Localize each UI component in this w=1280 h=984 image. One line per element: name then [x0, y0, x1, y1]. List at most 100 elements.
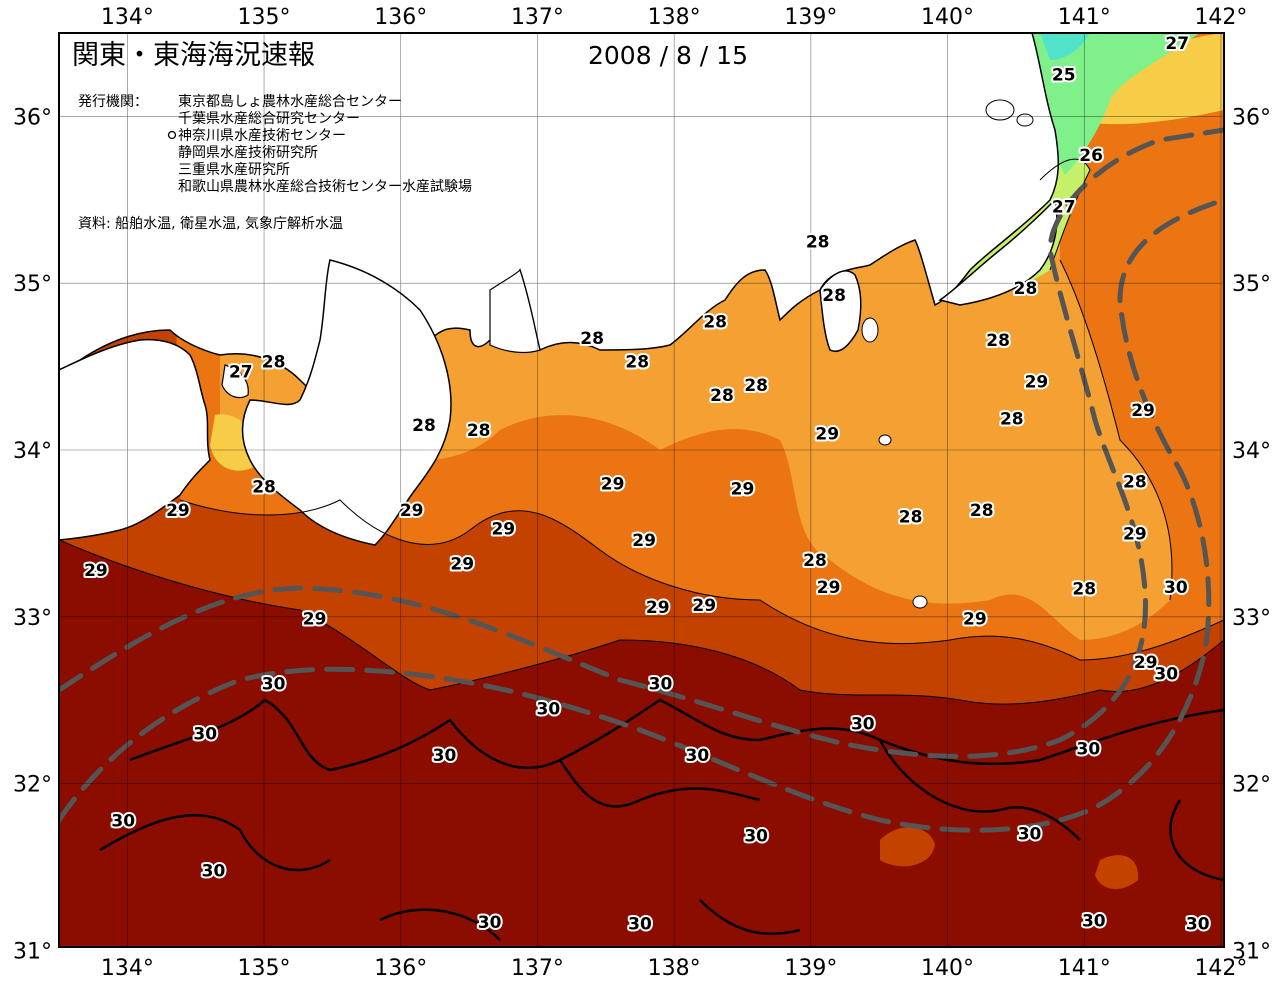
longitude-tick-label: 142°: [1194, 956, 1247, 980]
isotherm-label: 29: [601, 474, 625, 494]
isotherm-label: 28: [703, 313, 727, 333]
land-island: [1016, 113, 1034, 127]
isotherm-label: 28: [580, 329, 604, 349]
isotherm-label: 29: [1025, 373, 1049, 393]
isotherm-label: 29: [963, 609, 987, 629]
map-frame: [58, 32, 1225, 948]
isotherm-label: 28: [710, 386, 734, 406]
agency-item: 和歌山県農林水産総合技術センター水産試験場: [178, 179, 472, 195]
latitude-axis-left: 36° 35° 34° 33° 32° 31°: [13, 105, 52, 964]
isotherm-label: 27: [1165, 34, 1189, 54]
land-izu-peninsula: [819, 270, 862, 352]
isotherm-label: 29: [1134, 653, 1158, 673]
isotherm-label: 28: [744, 376, 768, 396]
latitude-tick-label: 32°: [1232, 773, 1271, 798]
isotherm-label: 28: [806, 233, 830, 253]
longitude-tick-label: 134°: [101, 5, 154, 30]
issuing-agency-marker-icon: [167, 130, 177, 140]
isotherm-label: 28: [899, 508, 923, 528]
longitude-tick-label: 140°: [921, 956, 974, 980]
isotherm-label: 29: [450, 554, 474, 574]
isotherm-label: 30: [262, 675, 286, 695]
isotherm-label: 30: [1082, 911, 1106, 931]
isotherm-label: 30: [649, 675, 673, 695]
isotherm-label: 30: [1154, 665, 1178, 685]
isotherm-label: 30: [193, 725, 217, 745]
land-kii-peninsula: [241, 259, 452, 546]
isotherm-label: 30: [1164, 578, 1188, 598]
land-oshima-island: [861, 317, 879, 343]
isotherm-label: 29: [815, 424, 839, 444]
longitude-tick-label: 135°: [238, 5, 291, 30]
isotherm-label: 28: [803, 551, 827, 571]
map-plot-area: [59, 33, 1224, 947]
sea-24c-area: [1030, 33, 1200, 175]
longitude-tick-label: 138°: [648, 5, 701, 30]
isotherm-label: 29: [400, 501, 424, 521]
isotherm-label: 29: [731, 479, 755, 499]
agency-item: 三重県水産研究所: [178, 162, 290, 178]
longitude-tick-label: 136°: [374, 5, 427, 30]
sea-29c-patch: [880, 827, 935, 867]
latitude-tick-label: 31°: [1232, 939, 1271, 964]
isotherm-label: 30: [744, 826, 768, 846]
map-date: 2008 / 8 / 15: [588, 41, 748, 70]
isotherm-label: 28: [467, 421, 491, 441]
agency-item: 神奈川県水産技術センター: [178, 128, 346, 144]
isotherm-label: 28: [412, 416, 436, 436]
isotherm-label: 28: [1072, 579, 1096, 599]
land-shikoku: [59, 338, 211, 541]
isotherm-label: 27: [1052, 197, 1076, 217]
isotherm-label: 30: [851, 715, 875, 735]
land-hachijo-island: [912, 595, 928, 609]
isotherm-label: 28: [625, 353, 649, 373]
latitude-tick-label: 34°: [1232, 439, 1271, 464]
isotherm-label: 30: [433, 746, 457, 766]
land-ise-bay-coast: [489, 268, 541, 354]
isotherm-label: 25: [1052, 66, 1076, 86]
isotherm-label: 27: [229, 363, 253, 383]
longitude-tick-label: 137°: [511, 956, 564, 980]
isotherm-label: 30: [478, 913, 502, 933]
longitude-tick-label: 136°: [374, 956, 427, 980]
latitude-tick-label: 31°: [13, 939, 52, 964]
isotherm-label: 28: [262, 353, 286, 373]
graticule: [59, 33, 1224, 947]
isotherm-label: 26: [1079, 146, 1103, 166]
isotherm-label: 30: [686, 746, 710, 766]
agencies-label: 発行機関：: [78, 94, 148, 110]
contour-labels: 27 25 26 27 27 28 28 28 28 28 28 28 28 28 28 28 28 28 28 28…: [82, 32, 1212, 937]
latitude-tick-label: 36°: [13, 105, 52, 130]
latitude-tick-label: 35°: [13, 272, 52, 297]
agency-item: 東京都島しょ農林水産総合センター: [178, 94, 402, 110]
longitude-tick-label: 137°: [511, 5, 564, 30]
isotherm-label: 29: [84, 561, 108, 581]
data-sources: 資料: 船舶水温, 衛星水温, 気象庁解析水温: [78, 216, 343, 232]
isotherm-label: 29: [692, 596, 716, 616]
isotherm-label: 29: [632, 531, 656, 551]
isotherm-label: 28: [1123, 473, 1147, 493]
isotherm-label: 28: [970, 501, 994, 521]
longitude-tick-label: 138°: [648, 956, 701, 980]
longitude-axis-top: 134° 135° 136° 137° 138° 139° 140° 141° 142°: [101, 5, 1248, 30]
isotherm-label: 30: [202, 861, 226, 881]
isotherm-label: 29: [1123, 524, 1147, 544]
isotherm-label: 29: [491, 519, 515, 539]
longitude-tick-label: 139°: [784, 956, 837, 980]
latitude-axis-right: 36° 35° 34° 33° 32° 31°: [1232, 105, 1271, 964]
longitude-tick-label: 139°: [784, 5, 837, 30]
isotherm-label: 29: [646, 598, 670, 618]
isotherm-label: 29: [166, 501, 190, 521]
isotherm-label: 29: [303, 609, 327, 629]
longitude-tick-label: 140°: [921, 5, 974, 30]
sea-23c-area: [1040, 33, 1090, 60]
longitude-tick-label: 135°: [238, 956, 291, 980]
agency-item: 千葉県水産総合研究センター: [178, 111, 360, 127]
isotherm-label: 30: [1077, 740, 1101, 760]
map-title: 関東・東海海況速報: [72, 40, 315, 71]
latitude-tick-label: 32°: [13, 773, 52, 798]
isotherm-label: 28: [1000, 409, 1024, 429]
longitude-axis-bottom: 134° 135° 136° 137° 138° 139° 140° 141° 142°: [101, 956, 1248, 981]
isotherm-label: 30: [1186, 915, 1210, 935]
